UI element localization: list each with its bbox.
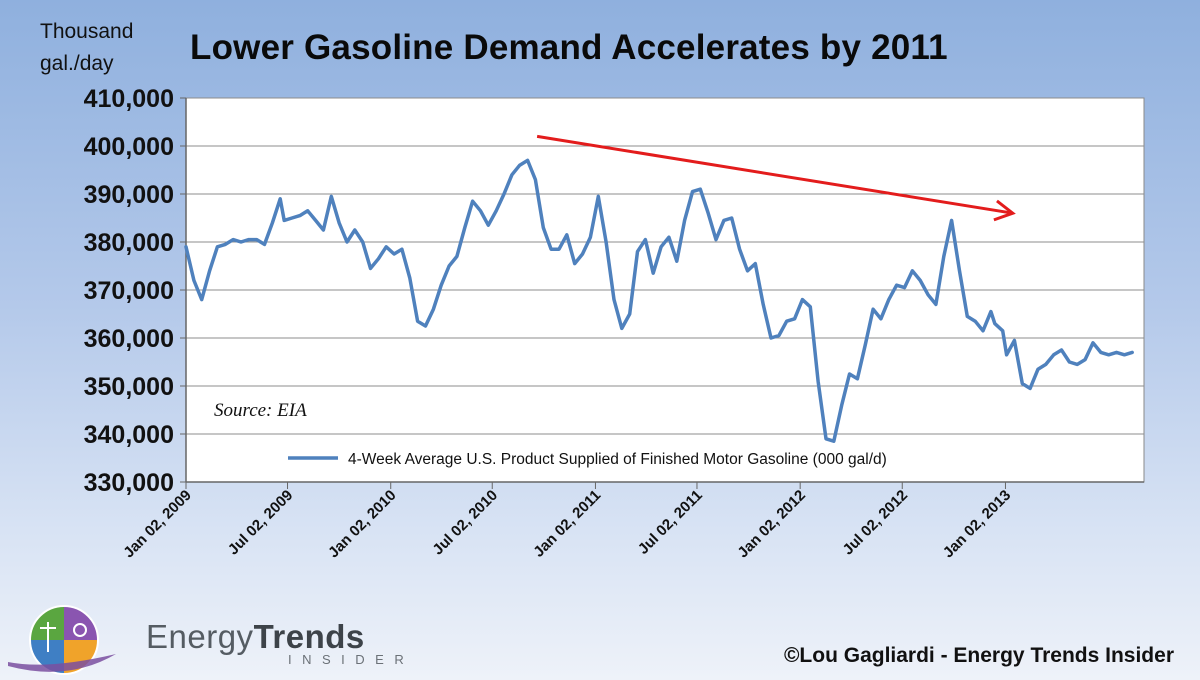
y-tick-label: 400,000	[84, 133, 174, 161]
x-tick-label: Jul 02, 2011	[635, 487, 706, 558]
x-axis: Jan 02, 2009 Jul 02, 2009 Jan 02, 2010 Jul …	[120, 481, 1144, 562]
y-tick-label: 390,000	[84, 181, 174, 209]
x-tick-label: Jan 02, 2013	[940, 487, 1015, 562]
trend-arrow	[536, 134, 1016, 222]
y-tick-label: 380,000	[84, 229, 174, 257]
y-tick-label: 330,000	[84, 469, 174, 497]
x-tick-label: Jul 02, 2012	[840, 487, 912, 559]
series-group	[184, 158, 1134, 443]
x-tick-label: Jul 02, 2009	[225, 487, 297, 559]
x-tick-label: Jan 02, 2009	[120, 487, 195, 562]
brand-word-bold: Trends	[253, 618, 365, 655]
y-axis: 410,000 400,000 390,000 380,000 370,000 360,0…	[84, 85, 187, 497]
trend-arrow-head	[993, 199, 1016, 222]
series-line	[184, 158, 1134, 443]
x-tick-label: Jan 02, 2011	[530, 487, 604, 561]
y-tick-label: 410,000	[84, 85, 174, 113]
energy-trends-insider-logo	[8, 605, 116, 675]
y-tick-label: 370,000	[84, 277, 174, 305]
y-tick-label: 340,000	[84, 421, 174, 449]
chart-title: Lower Gasoline Demand Accelerates by 201…	[190, 28, 948, 67]
legend: 4-Week Average U.S. Product Supplied of …	[288, 451, 887, 468]
y-axis-label-line-1: Thousand	[40, 20, 134, 43]
legend-label: 4-Week Average U.S. Product Supplied of …	[348, 451, 887, 468]
brand-word-regular: Energy	[146, 618, 254, 655]
y-axis-label-line-2: gal./day	[40, 52, 114, 75]
brand-subword: INSIDER	[288, 652, 415, 667]
trend-arrow-shaft	[536, 134, 1013, 215]
source-annotation: Source: EIA	[214, 400, 307, 421]
x-tick-label: Jan 02, 2012	[734, 487, 809, 562]
y-tick-label: 360,000	[84, 325, 174, 353]
x-tick-label: Jul 02, 2010	[429, 487, 501, 559]
copyright-notice: ©Lou Gagliardi - Energy Trends Insider	[783, 644, 1174, 667]
brand-wordmark: EnergyTrends	[146, 618, 365, 656]
x-tick-label: Jan 02, 2010	[325, 487, 400, 562]
y-tick-label: 350,000	[84, 373, 174, 401]
globe-icon	[8, 605, 116, 675]
